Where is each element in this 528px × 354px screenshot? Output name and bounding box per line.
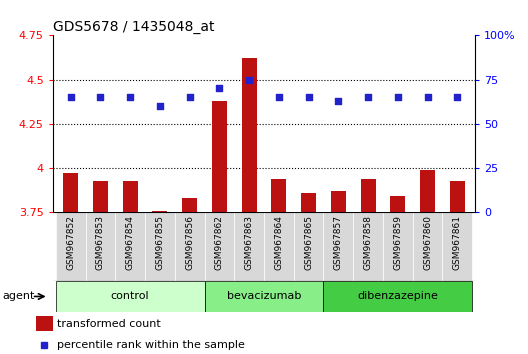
Text: GSM967855: GSM967855 [155, 215, 164, 270]
Text: GSM967861: GSM967861 [453, 215, 462, 270]
Bar [63, 173, 78, 212]
Text: GSM967852: GSM967852 [66, 215, 75, 270]
Point [453, 95, 461, 100]
Point [126, 95, 134, 100]
Text: GSM967857: GSM967857 [334, 215, 343, 270]
FancyBboxPatch shape [56, 212, 86, 281]
Bar [36, 316, 53, 331]
Text: GSM967863: GSM967863 [244, 215, 253, 270]
Bar [122, 181, 138, 212]
Point [96, 95, 105, 100]
Bar [212, 101, 227, 212]
Point [245, 77, 253, 82]
Point [394, 95, 402, 100]
FancyBboxPatch shape [442, 212, 472, 281]
FancyBboxPatch shape [413, 212, 442, 281]
FancyBboxPatch shape [294, 212, 324, 281]
Point [305, 95, 313, 100]
Point [275, 95, 283, 100]
Text: agent: agent [3, 291, 35, 302]
Bar [390, 196, 406, 212]
Point [67, 95, 75, 100]
FancyBboxPatch shape [383, 212, 413, 281]
Bar [331, 191, 346, 212]
Text: GSM967858: GSM967858 [364, 215, 373, 270]
FancyBboxPatch shape [324, 212, 353, 281]
FancyBboxPatch shape [264, 212, 294, 281]
Point [423, 95, 432, 100]
Point [215, 86, 223, 91]
FancyBboxPatch shape [115, 212, 145, 281]
Bar [271, 179, 286, 212]
FancyBboxPatch shape [234, 212, 264, 281]
Bar [301, 193, 316, 212]
Text: GSM967854: GSM967854 [126, 215, 135, 270]
Text: GSM967853: GSM967853 [96, 215, 105, 270]
FancyBboxPatch shape [353, 212, 383, 281]
FancyBboxPatch shape [204, 281, 324, 312]
Point [334, 98, 343, 104]
Bar [242, 58, 257, 212]
Bar [93, 181, 108, 212]
Bar [182, 198, 197, 212]
Text: percentile rank within the sample: percentile rank within the sample [58, 340, 245, 350]
Text: GSM967860: GSM967860 [423, 215, 432, 270]
Text: bevacizumab: bevacizumab [227, 291, 301, 302]
Text: GSM967862: GSM967862 [215, 215, 224, 270]
Text: GSM967859: GSM967859 [393, 215, 402, 270]
FancyBboxPatch shape [175, 212, 204, 281]
Text: GSM967856: GSM967856 [185, 215, 194, 270]
FancyBboxPatch shape [145, 212, 175, 281]
Point [185, 95, 194, 100]
Bar [153, 211, 167, 212]
Text: transformed count: transformed count [58, 319, 161, 329]
Point [156, 103, 164, 109]
Text: dibenzazepine: dibenzazepine [357, 291, 438, 302]
FancyBboxPatch shape [56, 281, 204, 312]
Bar [420, 170, 435, 212]
Point [364, 95, 372, 100]
Text: GSM967865: GSM967865 [304, 215, 313, 270]
FancyBboxPatch shape [204, 212, 234, 281]
Text: GSM967864: GSM967864 [275, 215, 284, 270]
FancyBboxPatch shape [86, 212, 115, 281]
Text: control: control [111, 291, 149, 302]
FancyBboxPatch shape [324, 281, 472, 312]
Bar [450, 181, 465, 212]
Bar [361, 179, 375, 212]
Text: GDS5678 / 1435048_at: GDS5678 / 1435048_at [53, 21, 214, 34]
